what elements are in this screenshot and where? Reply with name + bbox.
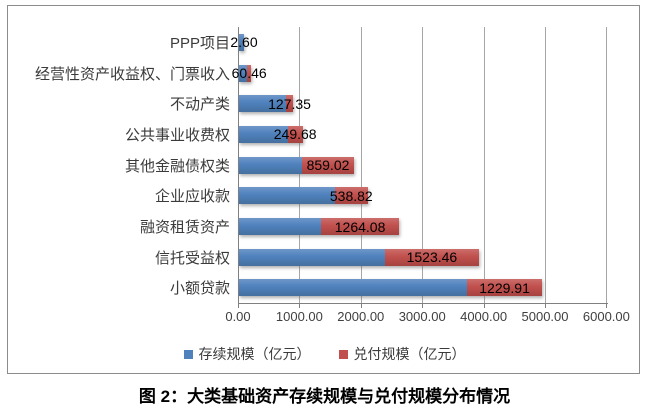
legend-swatch-red-icon: [338, 349, 348, 359]
bar-stack[interactable]: [239, 64, 251, 82]
gridline-6000.00: [606, 27, 608, 303]
bar-segment-cunxu[interactable]: [239, 279, 467, 297]
category-label: 信托受益权: [154, 249, 230, 267]
legend-item-cunxu[interactable]: 存续规模（亿元）: [183, 344, 311, 364]
bar-segment-duifu[interactable]: [285, 95, 294, 113]
gridline-5000.00: [545, 27, 546, 303]
category-label: 企业应收款: [154, 188, 230, 206]
category-axis-line: [238, 27, 239, 304]
bar-segment-duifu[interactable]: [247, 64, 251, 82]
value-axis-line: [238, 303, 608, 304]
legend-swatch-blue-icon: [183, 349, 193, 359]
bar-row: 融资租赁资产 1264.08: [8, 211, 649, 242]
tick-mark-6000.00: [606, 304, 608, 308]
category-label: 其他金融债权类: [124, 157, 230, 175]
category-label: 公共事业收费权: [124, 126, 230, 144]
figure-caption: 图 2：大类基础资产存续规模与兑付规模分布情况: [138, 387, 511, 406]
bar-row: 信托受益权 1523.46: [8, 242, 649, 273]
bar-segment-duifu[interactable]: [385, 248, 479, 266]
legend-label-duifu: 兑付规模（亿元）: [353, 346, 466, 362]
bar-segment-cunxu[interactable]: [239, 187, 335, 205]
data-label-duifu: 127.35: [268, 95, 311, 112]
bar-stack[interactable]: [239, 33, 245, 51]
gridline-2000.00: [360, 27, 362, 303]
data-label-duifu: 859.02: [306, 157, 350, 174]
legend-item-duifu[interactable]: 兑付规模（亿元）: [338, 344, 466, 364]
x-tick-label: 6000.00: [582, 309, 630, 324]
bar-row: 经营性资产收益权、门票收入 60.46: [8, 58, 649, 89]
bar-row: PPP项目 2.60: [8, 27, 649, 58]
x-tick-label: 5000.00: [521, 309, 569, 324]
category-label: 融资租赁资产: [139, 219, 230, 237]
category-label: PPP项目: [169, 34, 230, 52]
data-label-duifu: 1229.91: [479, 279, 530, 296]
x-tick-label: 3000.00: [398, 309, 446, 324]
tick-mark-3000.00: [422, 304, 424, 308]
data-label-duifu: 1264.08: [334, 218, 386, 235]
bar-row: 其他金融债权类 859.02: [8, 150, 649, 181]
bar-row: 公共事业收费权 249.68: [8, 119, 649, 150]
data-label-duifu: 2.60: [230, 34, 258, 51]
bar-stack[interactable]: [239, 187, 368, 205]
tick-mark-4000.00: [483, 304, 485, 308]
tick-mark-0.00: [238, 304, 239, 308]
bar-segment-duifu[interactable]: [334, 187, 368, 205]
bar-segment-cunxu[interactable]: [239, 248, 386, 266]
tick-mark-5000.00: [545, 304, 546, 308]
bar-segment-cunxu[interactable]: [239, 95, 286, 113]
chart-legend: 存续规模（亿元） 兑付规模（亿元）: [8, 345, 641, 363]
bar-segment-cunxu[interactable]: [239, 156, 302, 174]
x-tick-label: 1000.00: [275, 309, 323, 324]
category-label: 不动产类: [169, 96, 230, 114]
bar-segment-cunxu[interactable]: [239, 64, 248, 82]
category-label: 经营性资产收益权、门票收入: [34, 65, 230, 83]
bar-row: 企业应收款 538.82: [8, 181, 649, 212]
bar-stack[interactable]: [239, 248, 479, 266]
gridline-4000.00: [483, 27, 485, 303]
legend-label-cunxu: 存续规模（亿元）: [198, 346, 311, 362]
bar-segment-cunxu[interactable]: [239, 33, 244, 51]
bar-stack[interactable]: [239, 279, 543, 297]
bar-stack[interactable]: [239, 156, 355, 174]
data-label-duifu: 60.46: [231, 65, 267, 82]
category-label: 小额贷款: [169, 280, 230, 298]
data-label-duifu: 538.82: [329, 187, 373, 204]
x-tick-label: 2000.00: [337, 309, 385, 324]
bar-segment-cunxu[interactable]: [239, 125, 288, 143]
tick-mark-1000.00: [299, 304, 301, 308]
bar-segment-duifu[interactable]: [466, 279, 543, 297]
bar-stack[interactable]: [239, 218, 399, 236]
bar-segment-duifu[interactable]: [321, 218, 399, 236]
bar-segment-duifu[interactable]: [287, 125, 303, 143]
bar-row: 小额贷款 1229.91: [8, 273, 649, 304]
tick-mark-2000.00: [360, 304, 362, 308]
bar-segment-cunxu[interactable]: [239, 218, 322, 236]
bar-segment-duifu[interactable]: [301, 156, 355, 174]
bar-stack[interactable]: [239, 125, 303, 143]
bar-row: 不动产类 127.35: [8, 88, 649, 119]
x-tick-label: 4000.00: [460, 309, 508, 324]
data-label-duifu: 249.68: [273, 126, 317, 143]
bar-stack[interactable]: [239, 95, 294, 113]
chart-frame: 0.00 1000.00 2000.00 3000.00 4000.00 5000.00 6…: [7, 5, 640, 374]
data-label-duifu: 1523.46: [406, 249, 458, 266]
x-tick-label: 0.00: [225, 309, 251, 324]
gridline-3000.00: [422, 27, 424, 303]
